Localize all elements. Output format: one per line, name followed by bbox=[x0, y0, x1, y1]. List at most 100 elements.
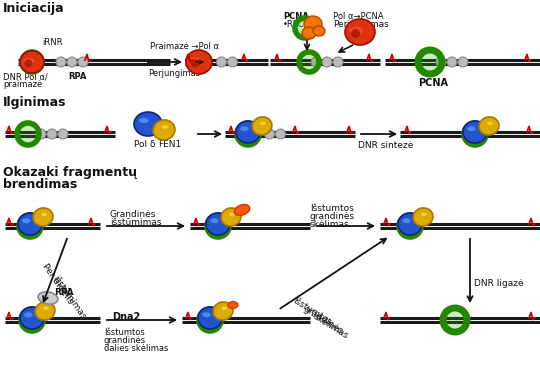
Ellipse shape bbox=[302, 27, 316, 39]
Ellipse shape bbox=[22, 218, 31, 223]
Ellipse shape bbox=[221, 307, 227, 310]
Ellipse shape bbox=[190, 57, 201, 64]
Circle shape bbox=[78, 57, 88, 67]
Text: DNR Pol α/: DNR Pol α/ bbox=[3, 72, 48, 81]
Circle shape bbox=[333, 57, 343, 67]
Text: Pol δ: Pol δ bbox=[134, 140, 156, 149]
Text: praimazė: praimazė bbox=[3, 80, 42, 89]
Ellipse shape bbox=[186, 50, 212, 74]
Text: grandinės: grandinės bbox=[104, 336, 146, 345]
Ellipse shape bbox=[202, 312, 211, 317]
Text: grandinės: grandinės bbox=[301, 304, 345, 336]
Text: Okazaki fragmentų: Okazaki fragmentų bbox=[3, 166, 137, 179]
Text: grandinės: grandinės bbox=[310, 212, 355, 221]
Ellipse shape bbox=[479, 117, 499, 135]
Ellipse shape bbox=[206, 213, 230, 235]
Circle shape bbox=[458, 57, 468, 67]
Text: RPA: RPA bbox=[54, 288, 73, 297]
Ellipse shape bbox=[228, 301, 238, 309]
Ellipse shape bbox=[139, 118, 148, 123]
Text: Pol α→PCNA: Pol α→PCNA bbox=[333, 12, 383, 21]
Text: Išstumtos: Išstumtos bbox=[310, 204, 354, 213]
Ellipse shape bbox=[229, 213, 235, 216]
Text: Iniciacija: Iniciacija bbox=[3, 2, 65, 15]
Circle shape bbox=[227, 57, 238, 67]
Text: Per didelis: Per didelis bbox=[40, 262, 75, 306]
Circle shape bbox=[275, 129, 286, 139]
Ellipse shape bbox=[41, 213, 47, 216]
Circle shape bbox=[56, 57, 66, 67]
Text: DNR ligazė: DNR ligazė bbox=[474, 279, 524, 288]
Ellipse shape bbox=[487, 122, 493, 125]
Text: Ilginimas: Ilginimas bbox=[3, 96, 66, 109]
Text: dalies skėlimas: dalies skėlimas bbox=[104, 344, 168, 353]
Ellipse shape bbox=[210, 218, 219, 223]
Circle shape bbox=[191, 59, 199, 67]
Ellipse shape bbox=[260, 122, 266, 125]
Ellipse shape bbox=[413, 208, 433, 226]
Circle shape bbox=[58, 129, 68, 139]
Ellipse shape bbox=[35, 302, 55, 320]
Ellipse shape bbox=[463, 121, 487, 143]
Ellipse shape bbox=[236, 121, 260, 143]
Text: DNR sintezė: DNR sintezė bbox=[358, 141, 414, 150]
Circle shape bbox=[436, 57, 446, 67]
Circle shape bbox=[200, 310, 219, 329]
Ellipse shape bbox=[402, 218, 410, 223]
Ellipse shape bbox=[234, 204, 249, 215]
Circle shape bbox=[217, 57, 226, 67]
Circle shape bbox=[24, 59, 32, 67]
Text: išstūmimas: išstūmimas bbox=[110, 218, 161, 227]
Ellipse shape bbox=[398, 213, 422, 235]
Ellipse shape bbox=[313, 26, 325, 36]
Ellipse shape bbox=[345, 19, 375, 45]
Ellipse shape bbox=[134, 112, 162, 136]
Circle shape bbox=[239, 125, 258, 143]
Text: Perjungimas: Perjungimas bbox=[148, 69, 200, 78]
Ellipse shape bbox=[467, 126, 476, 131]
Ellipse shape bbox=[198, 307, 222, 329]
Text: PCNA: PCNA bbox=[418, 78, 448, 88]
Ellipse shape bbox=[18, 213, 42, 235]
Circle shape bbox=[265, 129, 274, 139]
Text: išstūmimas: išstūmimas bbox=[51, 274, 87, 321]
Circle shape bbox=[447, 57, 457, 67]
Ellipse shape bbox=[43, 307, 49, 310]
Circle shape bbox=[36, 129, 46, 139]
Text: •RFC: •RFC bbox=[283, 20, 305, 29]
Ellipse shape bbox=[213, 302, 233, 320]
Circle shape bbox=[322, 57, 332, 67]
Circle shape bbox=[445, 310, 465, 330]
Text: skėlimas: skėlimas bbox=[311, 312, 349, 340]
Text: Išstumtos: Išstumtos bbox=[104, 328, 145, 337]
Text: brendimas: brendimas bbox=[3, 178, 77, 191]
Circle shape bbox=[301, 54, 318, 70]
Ellipse shape bbox=[162, 125, 168, 129]
Circle shape bbox=[351, 29, 360, 38]
Text: RPA: RPA bbox=[68, 72, 86, 81]
Circle shape bbox=[311, 57, 321, 67]
Ellipse shape bbox=[33, 208, 53, 226]
Circle shape bbox=[23, 310, 42, 329]
Circle shape bbox=[24, 54, 40, 70]
Ellipse shape bbox=[38, 292, 58, 304]
Circle shape bbox=[465, 125, 484, 143]
Text: Išstumtos: Išstumtos bbox=[291, 296, 333, 327]
Circle shape bbox=[208, 217, 227, 235]
Ellipse shape bbox=[221, 208, 241, 226]
Circle shape bbox=[47, 129, 57, 139]
Text: Praimazė →Pol α: Praimazė →Pol α bbox=[150, 42, 219, 51]
Circle shape bbox=[401, 217, 420, 235]
Circle shape bbox=[18, 125, 37, 143]
Ellipse shape bbox=[24, 312, 32, 317]
Ellipse shape bbox=[24, 58, 35, 64]
Text: Dna2: Dna2 bbox=[112, 312, 140, 322]
Ellipse shape bbox=[349, 27, 363, 35]
Text: Grandinės: Grandinės bbox=[110, 210, 157, 219]
Ellipse shape bbox=[20, 51, 44, 73]
Text: iRNR: iRNR bbox=[42, 38, 63, 47]
Ellipse shape bbox=[304, 16, 322, 32]
Ellipse shape bbox=[153, 120, 175, 140]
Ellipse shape bbox=[240, 126, 248, 131]
Text: PCNA: PCNA bbox=[283, 12, 309, 21]
